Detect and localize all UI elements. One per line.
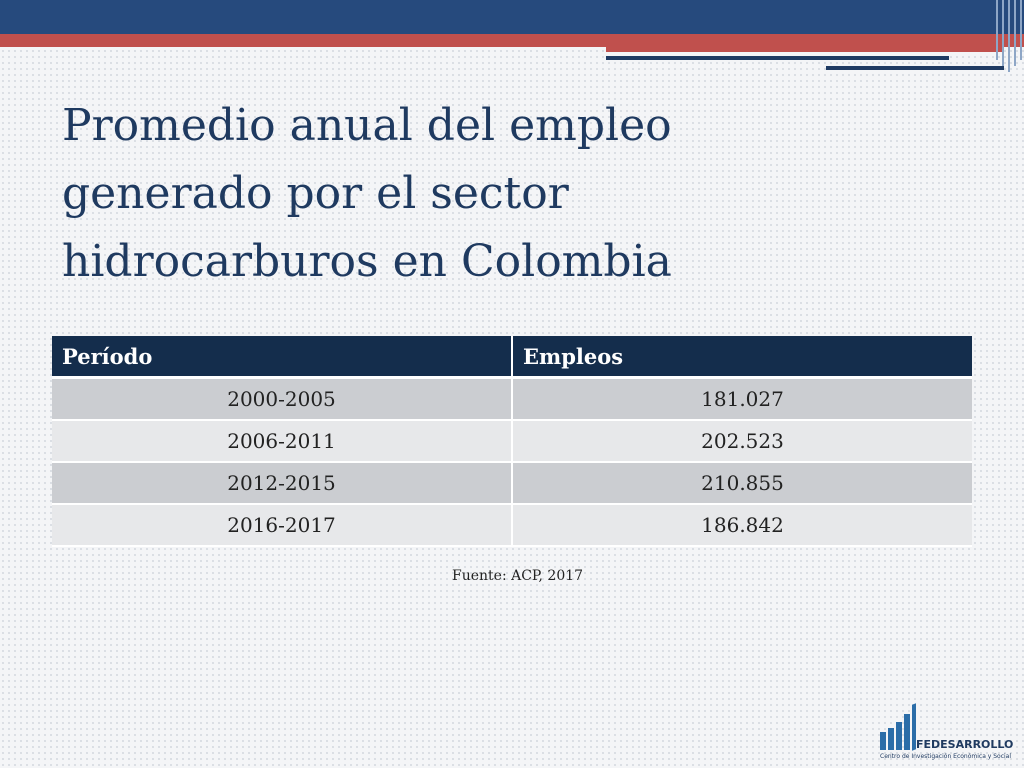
top-banner [0,0,1024,34]
title-line: hidrocarburos en Colombia [62,236,672,287]
period-cell: 2016-2017 [52,504,513,547]
corner-stripes-decoration [992,0,1024,72]
jobs-cell: 210.855 [512,462,972,505]
table-row: 2000-2005 181.027 [52,377,972,421]
logo-wordmark: FEDESARROLLO [916,738,1014,751]
accent-band-extension [606,47,1002,52]
column-header-jobs: Empleos [512,336,972,379]
title-line: Promedio anual del empleo [62,100,672,151]
table-row: 2012-2015 210.855 [52,462,972,505]
decorative-line [826,66,1004,70]
decorative-line [606,56,949,60]
jobs-cell: 181.027 [512,377,972,421]
title-line: generado por el sector [62,168,569,219]
jobs-cell: 186.842 [512,504,972,547]
table-row: 2006-2011 202.523 [52,420,972,463]
employment-table: Período Empleos 2000-2005 181.027 2006-2… [52,336,972,547]
bar-chart-icon [880,703,920,751]
period-cell: 2012-2015 [52,462,513,505]
slide-title: Promedio anual del empleo generado por e… [62,92,842,296]
accent-band [0,34,1024,47]
table-header-row: Período Empleos [52,336,972,379]
fedesarrollo-logo: FEDESARROLLO Centro de Investigación Eco… [880,703,1013,764]
period-cell: 2000-2005 [52,377,513,421]
source-note: Fuente: ACP, 2017 [452,568,584,584]
jobs-cell: 202.523 [512,420,972,463]
period-cell: 2006-2011 [52,420,513,463]
table-row: 2016-2017 186.842 [52,504,972,547]
logo-tagline: Centro de Investigación Económica y Soci… [880,753,1012,760]
column-header-period: Período [52,336,513,379]
